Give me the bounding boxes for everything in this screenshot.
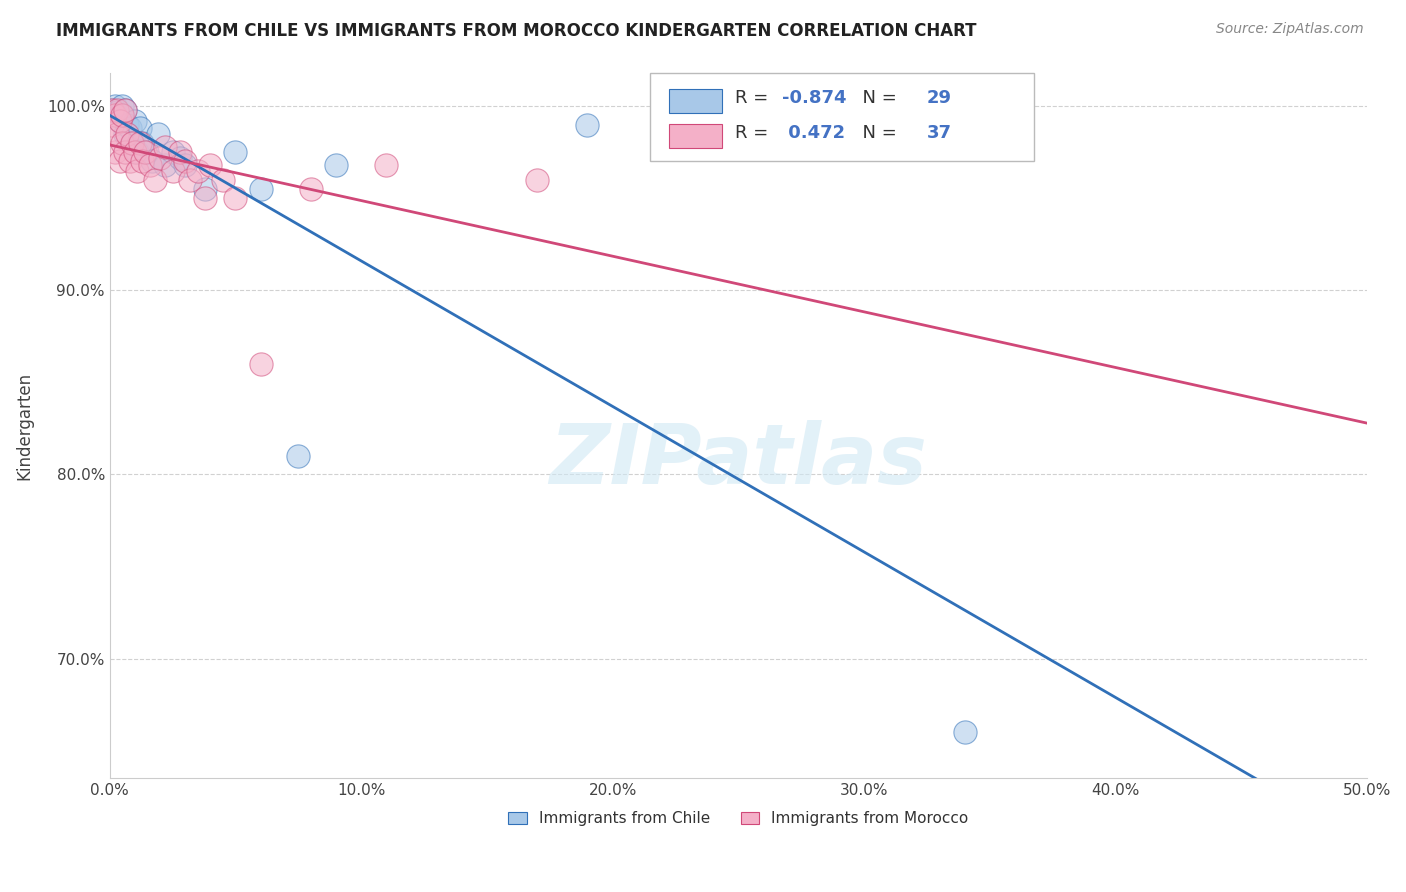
Point: [101, 118, 124, 132]
Point: [136, 145, 159, 160]
Point: [953, 725, 976, 739]
Point: [104, 145, 127, 160]
Point: [118, 121, 141, 136]
Point: [224, 191, 246, 205]
Point: [108, 113, 131, 128]
Text: R =: R =: [734, 124, 773, 142]
Text: -0.874: -0.874: [782, 88, 846, 107]
Point: [194, 191, 217, 205]
Point: [121, 136, 143, 150]
Point: [194, 182, 217, 196]
Text: 37: 37: [927, 124, 952, 142]
Text: 0.472: 0.472: [782, 124, 845, 142]
Point: [114, 103, 136, 117]
Point: [105, 103, 128, 117]
Point: [108, 113, 131, 128]
Point: [118, 154, 141, 169]
Point: [114, 127, 136, 141]
Point: [111, 136, 134, 150]
Point: [134, 145, 156, 160]
Point: [174, 154, 197, 169]
Point: [149, 151, 172, 165]
Point: [129, 136, 152, 150]
Text: 29: 29: [927, 88, 952, 107]
Point: [117, 118, 139, 132]
Point: [104, 108, 127, 122]
Point: [139, 158, 162, 172]
Point: [526, 173, 548, 187]
Point: [212, 173, 235, 187]
Text: ZIPatlas: ZIPatlas: [550, 420, 927, 501]
Text: Source: ZipAtlas.com: Source: ZipAtlas.com: [1216, 22, 1364, 37]
FancyBboxPatch shape: [669, 89, 721, 113]
Point: [249, 357, 271, 371]
Point: [179, 173, 201, 187]
Point: [105, 127, 128, 141]
Point: [111, 108, 134, 122]
Point: [101, 103, 124, 117]
Point: [576, 118, 599, 132]
Point: [124, 145, 146, 160]
Point: [162, 145, 184, 160]
Point: [153, 139, 176, 153]
Text: R =: R =: [734, 88, 773, 107]
Point: [169, 151, 191, 165]
Point: [153, 158, 176, 172]
Point: [200, 158, 222, 172]
Text: IMMIGRANTS FROM CHILE VS IMMIGRANTS FROM MOROCCO KINDERGARTEN CORRELATION CHART: IMMIGRANTS FROM CHILE VS IMMIGRANTS FROM…: [56, 22, 977, 40]
Point: [114, 103, 136, 117]
Point: [375, 158, 398, 172]
FancyBboxPatch shape: [669, 125, 721, 148]
FancyBboxPatch shape: [651, 73, 1033, 161]
Point: [101, 103, 124, 117]
Point: [108, 154, 131, 169]
Legend: Immigrants from Chile, Immigrants from Morocco: Immigrants from Chile, Immigrants from M…: [501, 804, 976, 834]
Point: [111, 108, 134, 122]
Point: [146, 127, 169, 141]
Point: [114, 145, 136, 160]
Point: [131, 136, 153, 150]
Point: [124, 113, 146, 128]
Point: [105, 104, 128, 119]
Point: [299, 182, 322, 196]
Point: [224, 145, 246, 160]
Point: [249, 182, 271, 196]
Point: [169, 145, 191, 160]
Y-axis label: Kindergarten: Kindergarten: [15, 372, 32, 480]
Point: [162, 163, 184, 178]
Point: [117, 127, 139, 141]
Point: [127, 163, 149, 178]
Point: [111, 99, 134, 113]
Point: [187, 163, 209, 178]
Point: [104, 99, 127, 113]
Point: [325, 158, 347, 172]
Text: N =: N =: [852, 124, 903, 142]
Point: [143, 173, 166, 187]
Point: [121, 136, 143, 150]
Text: N =: N =: [852, 88, 903, 107]
Point: [174, 158, 197, 172]
Point: [131, 154, 153, 169]
Point: [127, 145, 149, 160]
Point: [287, 449, 309, 463]
Point: [129, 121, 152, 136]
Point: [141, 154, 163, 169]
